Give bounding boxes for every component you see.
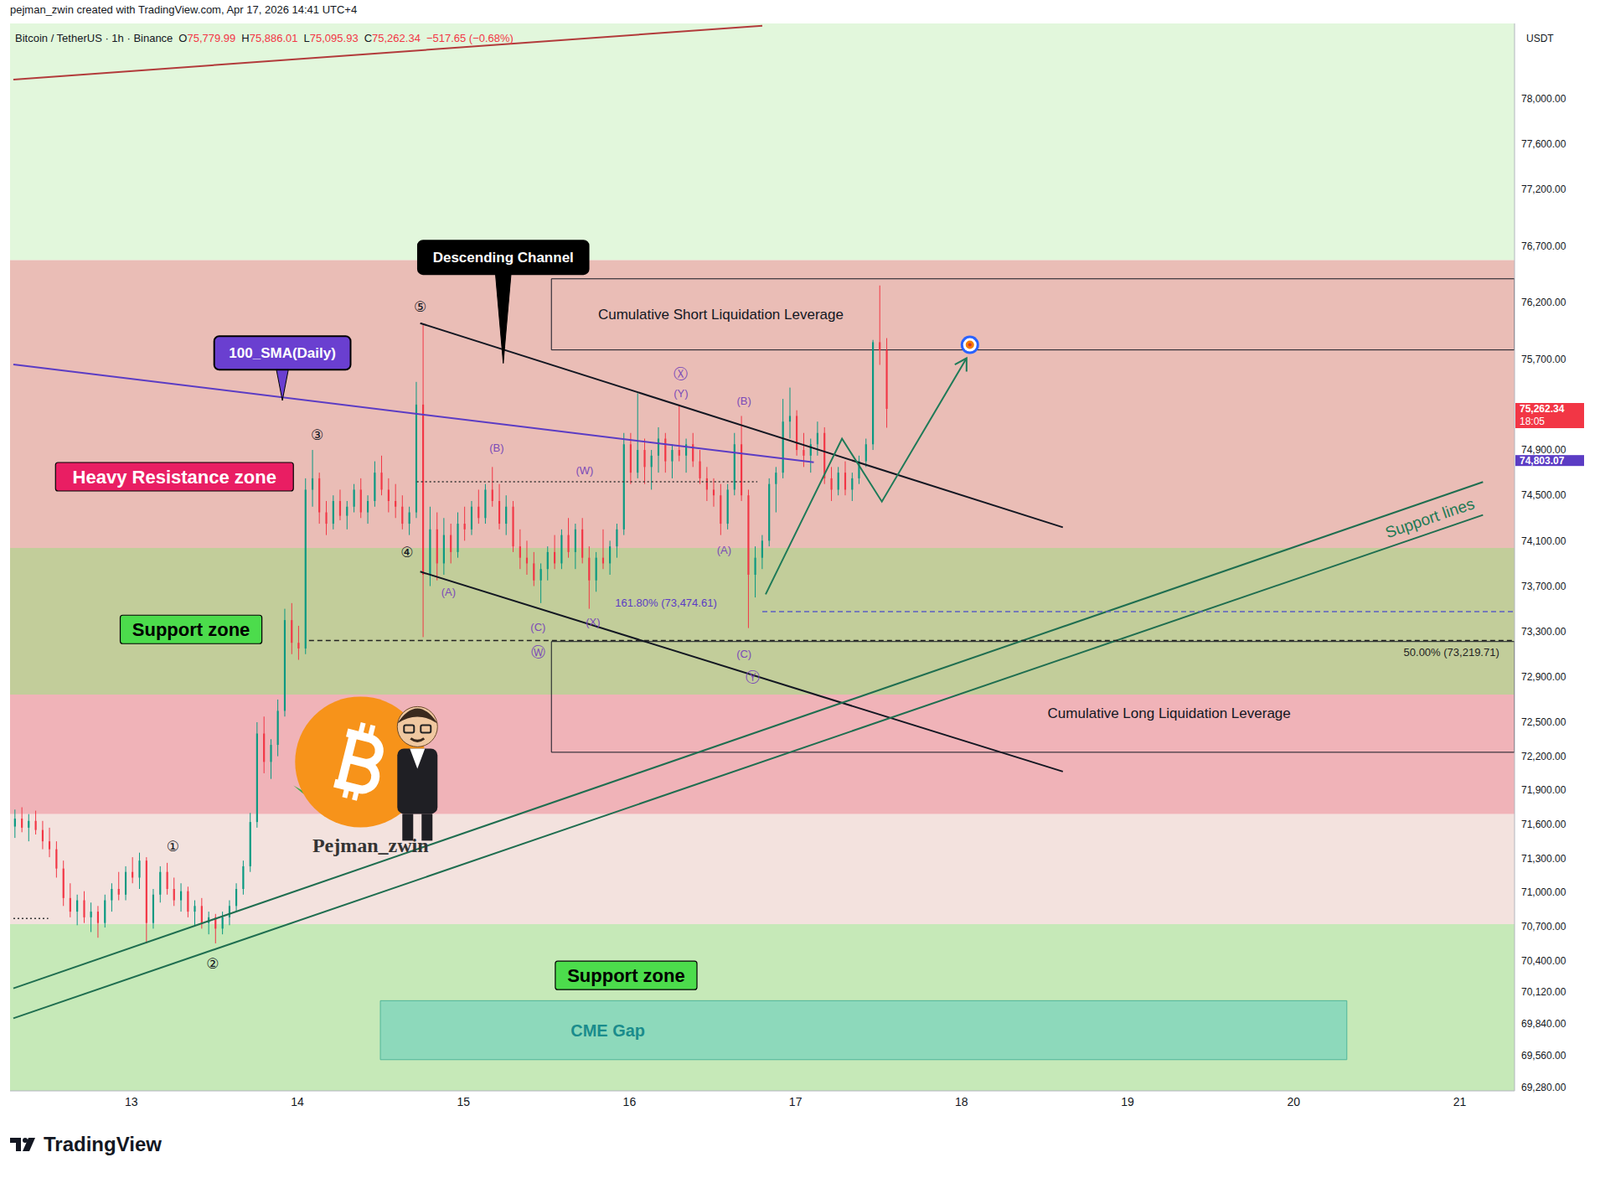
- svg-text:100_SMA(Daily): 100_SMA(Daily): [228, 345, 336, 362]
- svg-text:72,200.00: 72,200.00: [1521, 750, 1567, 763]
- html-text:TradingView: TradingView: [43, 1132, 162, 1156]
- svg-text:(W): (W): [575, 464, 594, 477]
- svg-text:16: 16: [623, 1094, 637, 1109]
- svg-text:Ⓨ: Ⓨ: [745, 668, 760, 686]
- svg-text:73,700.00: 73,700.00: [1521, 580, 1567, 593]
- svg-text:71,600.00: 71,600.00: [1521, 818, 1567, 831]
- svg-text:75,700.00: 75,700.00: [1521, 353, 1567, 366]
- svg-text:21: 21: [1453, 1094, 1467, 1109]
- svg-text:77,200.00: 77,200.00: [1521, 183, 1567, 196]
- svg-text:Support zone: Support zone: [567, 965, 686, 986]
- svg-text:20: 20: [1287, 1094, 1301, 1109]
- svg-text:18: 18: [954, 1094, 969, 1109]
- svg-text:Ⓦ: Ⓦ: [531, 643, 546, 661]
- svg-text:71,900.00: 71,900.00: [1521, 784, 1567, 796]
- svg-text:76,200.00: 76,200.00: [1521, 296, 1567, 309]
- svg-text:77,600.00: 77,600.00: [1521, 138, 1567, 150]
- svg-text:Heavy Resistance zone: Heavy Resistance zone: [72, 466, 277, 488]
- svg-text:(C): (C): [736, 647, 752, 661]
- html-text:pejman_zwin created with Tradi: pejman_zwin created with TradingView.com…: [10, 3, 358, 16]
- svg-text:74,100.00: 74,100.00: [1521, 535, 1567, 548]
- svg-text:19: 19: [1120, 1094, 1135, 1109]
- svg-text:①: ①: [166, 837, 180, 855]
- svg-text:72,500.00: 72,500.00: [1521, 716, 1567, 728]
- svg-text:Cumulative Long Liquidation Le: Cumulative Long Liquidation Leverage: [1047, 705, 1291, 722]
- svg-text:74,900.00: 74,900.00: [1521, 443, 1567, 456]
- svg-text:②: ②: [206, 954, 219, 972]
- svg-text:17: 17: [789, 1094, 803, 1109]
- svg-text:18:05: 18:05: [1519, 415, 1545, 428]
- svg-text:70,120.00: 70,120.00: [1521, 985, 1567, 998]
- svg-text:75,262.34: 75,262.34: [1519, 402, 1565, 415]
- svg-text:Descending Channel: Descending Channel: [433, 249, 574, 266]
- svg-text:Ⓧ: Ⓧ: [673, 365, 688, 382]
- svg-text:Cumulative Short Liquidation L: Cumulative Short Liquidation Leverage: [598, 306, 844, 323]
- svg-text:161.80% (73,474.61): 161.80% (73,474.61): [614, 596, 717, 610]
- svg-text:78,000.00: 78,000.00: [1521, 92, 1567, 105]
- svg-text:15: 15: [456, 1094, 470, 1109]
- svg-text:74,500.00: 74,500.00: [1521, 489, 1567, 501]
- svg-text:④: ④: [400, 543, 413, 561]
- svg-text:13: 13: [124, 1094, 139, 1109]
- svg-text:72,900.00: 72,900.00: [1521, 670, 1567, 683]
- svg-text:(X): (X): [585, 615, 600, 629]
- svg-text:71,300.00: 71,300.00: [1521, 852, 1567, 865]
- svg-text:⑤: ⑤: [413, 298, 427, 315]
- svg-text:(A): (A): [441, 585, 456, 599]
- svg-text:(C): (C): [530, 620, 546, 634]
- svg-text:Support lines: Support lines: [1383, 494, 1477, 542]
- svg-text:74,803.07: 74,803.07: [1519, 454, 1565, 467]
- svg-text:71,000.00: 71,000.00: [1521, 886, 1567, 899]
- svg-text:CME Gap: CME Gap: [570, 1021, 646, 1040]
- svg-text:Support zone: Support zone: [132, 619, 251, 640]
- svg-text:(A): (A): [717, 543, 732, 557]
- svg-text:70,400.00: 70,400.00: [1521, 954, 1567, 967]
- svg-text:73,300.00: 73,300.00: [1521, 625, 1567, 638]
- svg-text:Pejman_zwin: Pejman_zwin: [312, 834, 429, 857]
- svg-text:(Y): (Y): [673, 387, 688, 400]
- svg-text:(B): (B): [489, 441, 504, 455]
- svg-text:14: 14: [290, 1094, 305, 1109]
- svg-text:50.00% (73,219.71): 50.00% (73,219.71): [1403, 645, 1500, 659]
- svg-text:(B): (B): [737, 394, 752, 408]
- svg-text:76,700.00: 76,700.00: [1521, 240, 1567, 253]
- svg-text:Bitcoin / TetherUS · 1h · Bina: Bitcoin / TetherUS · 1h · BinanceO75,779…: [15, 31, 514, 45]
- svg-text:69,560.00: 69,560.00: [1521, 1049, 1567, 1062]
- svg-text:69,840.00: 69,840.00: [1521, 1017, 1567, 1030]
- svg-text:70,700.00: 70,700.00: [1521, 920, 1567, 933]
- svg-text:69,280.00: 69,280.00: [1521, 1081, 1567, 1094]
- svg-text:USDT: USDT: [1526, 32, 1554, 45]
- svg-text:③: ③: [310, 426, 324, 444]
